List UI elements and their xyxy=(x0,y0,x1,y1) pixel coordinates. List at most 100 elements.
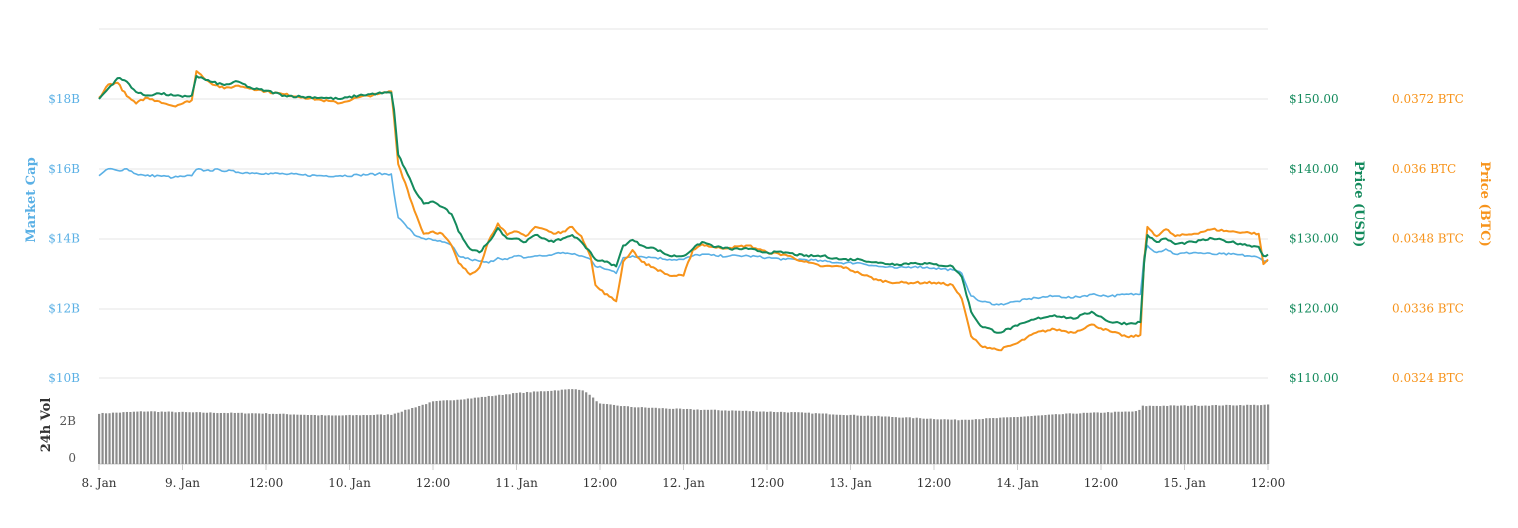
volume-bar xyxy=(873,416,877,464)
volume-bar xyxy=(379,414,383,464)
price-btc-axis-title: Price (BTC) xyxy=(1477,161,1492,247)
volume-bar xyxy=(971,419,974,464)
volume-bar xyxy=(334,415,337,464)
volume-bar xyxy=(1103,412,1106,464)
volume-bar xyxy=(574,389,577,464)
volume-bar xyxy=(1239,405,1242,464)
volume-bar xyxy=(522,392,525,464)
volume-bar xyxy=(345,415,348,464)
volume-bar xyxy=(995,418,998,464)
volume-bar xyxy=(362,414,365,464)
volume-bar xyxy=(1200,405,1204,464)
volume-bar xyxy=(146,411,149,464)
volume-bar xyxy=(1054,414,1057,464)
volume-bar xyxy=(692,409,696,464)
volume-bar xyxy=(1124,411,1127,464)
volume-bar xyxy=(459,399,463,464)
volume-bar xyxy=(449,400,452,464)
volume-bar xyxy=(870,416,873,464)
volume-bar xyxy=(1100,412,1103,464)
volume-bar xyxy=(1221,405,1224,464)
volume-bar xyxy=(939,419,943,464)
volume-bar xyxy=(355,414,358,464)
volume-bar xyxy=(1197,405,1200,464)
volume-bar xyxy=(164,411,167,464)
volume-bar xyxy=(866,415,870,464)
volume-bar xyxy=(1086,412,1089,464)
volume-bar xyxy=(550,390,553,464)
volume-bar xyxy=(198,412,202,464)
volume-bars xyxy=(98,389,1270,464)
volume-bar xyxy=(1131,411,1134,464)
volume-bar xyxy=(1218,405,1221,464)
volume-bar xyxy=(351,415,355,464)
volume-bar xyxy=(1013,417,1016,464)
volume-bar xyxy=(1263,404,1266,464)
volume-bar xyxy=(776,412,779,464)
volume-bar xyxy=(731,410,734,464)
volume-bar xyxy=(494,395,497,464)
volume-bar xyxy=(136,411,139,464)
volume-bar xyxy=(992,418,995,464)
volume-bar xyxy=(588,394,591,464)
volume-bar xyxy=(1072,413,1075,464)
volume-bar xyxy=(317,415,320,464)
volume-bar xyxy=(745,410,748,464)
volume-bar xyxy=(1002,417,1005,464)
price-usd-axis-title: Price (USD) xyxy=(1351,161,1366,248)
volume-bar xyxy=(1180,405,1183,464)
volume-bar xyxy=(532,391,536,464)
volume-bar xyxy=(1030,415,1033,464)
volume-bar xyxy=(411,407,414,464)
volume-bar xyxy=(1162,405,1165,464)
volume-bar xyxy=(658,408,661,464)
volume-bar xyxy=(289,414,292,464)
volume-bar xyxy=(1256,405,1259,464)
grid-lines xyxy=(99,28,1268,465)
volume-bar xyxy=(338,415,341,464)
volume-bar xyxy=(278,413,282,464)
volume-bar xyxy=(1113,411,1117,464)
volume-bar xyxy=(299,414,302,464)
volume-bar xyxy=(432,401,435,464)
volume-bar xyxy=(1023,416,1026,464)
market-cap-tick-label: $16B xyxy=(48,162,80,176)
volume-bar xyxy=(957,420,960,464)
volume-bar xyxy=(717,410,720,464)
volume-bar xyxy=(261,413,264,464)
volume-bar xyxy=(999,417,1002,464)
volume-bar xyxy=(369,415,372,464)
volume-bar xyxy=(1141,405,1144,464)
volume-bar xyxy=(1047,414,1051,464)
volume-bar xyxy=(240,412,243,464)
x-tick-label: 11. Jan xyxy=(495,476,538,490)
volume-bar xyxy=(1044,414,1047,464)
volume-bar xyxy=(546,391,550,464)
volume-bar xyxy=(153,411,156,464)
volume-bar xyxy=(376,414,379,464)
volume-tick-label: 0 xyxy=(68,451,76,465)
volume-bar xyxy=(567,389,570,464)
price-btc-tick-label: 0.0372 BTC xyxy=(1392,92,1464,106)
volume-bar xyxy=(442,400,445,464)
volume-bar xyxy=(647,407,650,464)
x-tick-label: 12:00 xyxy=(583,476,618,490)
volume-bar xyxy=(665,408,668,464)
volume-bar xyxy=(275,413,278,464)
volume-bar xyxy=(943,419,946,464)
market-cap-tick-label: $18B xyxy=(48,92,80,106)
volume-bar xyxy=(891,417,894,464)
volume-bar xyxy=(1242,405,1245,464)
volume-bar xyxy=(922,418,925,464)
volume-bar xyxy=(512,393,515,464)
volume-bar xyxy=(219,412,222,464)
volume-bar xyxy=(216,413,219,464)
volume-bar xyxy=(463,399,466,464)
volume-bar xyxy=(661,408,664,464)
volume-bar xyxy=(964,419,967,464)
volume-bar xyxy=(400,411,403,464)
x-tick-label: 12:00 xyxy=(1084,476,1119,490)
volume-bar xyxy=(842,415,845,464)
volume-bar xyxy=(981,418,984,464)
volume-bar xyxy=(303,414,306,464)
